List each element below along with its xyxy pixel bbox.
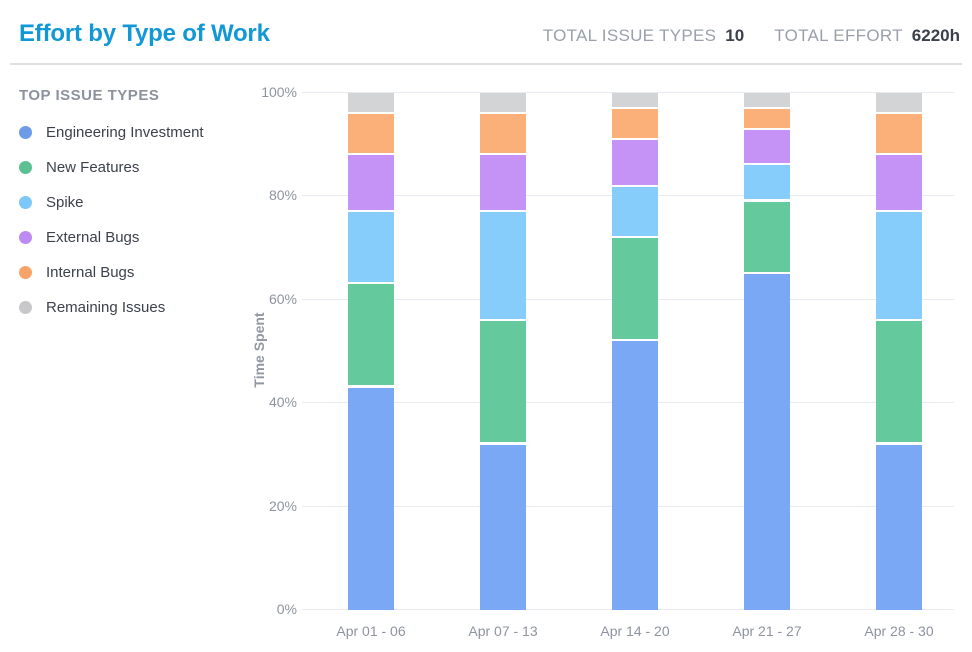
y-tick-label-0: 0% [276, 601, 297, 617]
total-effort: TOTAL EFFORT 6220h [774, 26, 960, 46]
total-issue-types-label: TOTAL ISSUE TYPES [542, 26, 717, 45]
legend-item-label: Spike [46, 193, 84, 211]
y-tick-label-20: 20% [268, 498, 297, 514]
chart-legend: TOP ISSUE TYPES Engineering Investment Ne… [19, 87, 249, 331]
totals-summary: TOTAL ISSUE TYPES 10 TOTAL EFFORT 6220h [543, 26, 960, 46]
bar-segment-new-features[interactable] [480, 320, 526, 444]
new-features-dot-icon [19, 160, 32, 174]
total-effort-value: 6220h [911, 26, 960, 45]
bar-segment-external-bugs[interactable] [744, 129, 790, 165]
total-issue-types-value: 10 [725, 26, 745, 45]
legend-item-label: Remaining Issues [46, 298, 166, 316]
bar-segment-remaining-issues[interactable] [612, 93, 658, 109]
y-tick-label-100: 100% [261, 84, 297, 100]
y-tick-label-60: 60% [268, 291, 297, 307]
x-tick-label: Apr 01 - 06 [336, 623, 406, 639]
legend-item-label: Internal Bugs [46, 263, 135, 281]
engineering-investment-dot-icon [19, 125, 32, 139]
legend-item-label: External Bugs [46, 228, 140, 246]
bar-segment-spike[interactable] [480, 212, 526, 321]
x-tick-label: Apr 14 - 20 [600, 623, 670, 639]
legend-item-external-bugs[interactable]: External Bugs [19, 226, 249, 248]
bar-segment-external-bugs[interactable] [480, 155, 526, 212]
bar-segment-spike[interactable] [348, 212, 394, 284]
bar-segment-new-features[interactable] [744, 202, 790, 274]
legend-item-new-features[interactable]: New Features [19, 156, 249, 178]
bar-segment-engineering-investment[interactable] [348, 388, 394, 610]
x-tick-label: Apr 21 - 27 [732, 623, 802, 639]
x-tick-label: Apr 28 - 30 [864, 623, 934, 639]
bar-segment-new-features[interactable] [348, 284, 394, 387]
bar-segment-internal-bugs[interactable] [612, 109, 658, 140]
bar-segment-remaining-issues[interactable] [480, 93, 526, 114]
gridline-100 [302, 92, 954, 93]
legend-item-remaining-issues[interactable]: Remaining Issues [19, 296, 249, 318]
bar-segment-remaining-issues[interactable] [876, 93, 922, 114]
total-issue-types: TOTAL ISSUE TYPES 10 [543, 26, 745, 46]
legend-item-spike[interactable]: Spike [19, 191, 249, 213]
legend-item-internal-bugs[interactable]: Internal Bugs [19, 261, 249, 283]
legend-items: Engineering Investment New Features Spike E… [19, 121, 249, 318]
bar-segment-remaining-issues[interactable] [348, 93, 394, 114]
bar-segment-remaining-issues[interactable] [744, 93, 790, 109]
bar-segment-engineering-investment[interactable] [612, 341, 658, 610]
bar-segment-external-bugs[interactable] [348, 155, 394, 212]
y-tick-label-40: 40% [268, 394, 297, 410]
header-divider [10, 63, 962, 65]
bar-segment-internal-bugs[interactable] [876, 114, 922, 155]
legend-item-engineering-investment[interactable]: Engineering Investment [19, 121, 249, 143]
bar-segment-internal-bugs[interactable] [348, 114, 394, 155]
legend-item-label: Engineering Investment [46, 123, 204, 141]
y-tick-label-80: 80% [268, 187, 297, 203]
bar-segment-new-features[interactable] [612, 238, 658, 341]
bar-segment-spike[interactable] [612, 186, 658, 238]
bar-segment-new-features[interactable] [876, 320, 922, 444]
legend-item-label: New Features [46, 158, 140, 176]
page-title: Effort by Type of Work [19, 20, 270, 47]
legend-title: TOP ISSUE TYPES [19, 87, 160, 104]
bar-segment-spike[interactable] [876, 212, 922, 321]
total-effort-label: TOTAL EFFORT [774, 26, 903, 45]
x-tick-label: Apr 07 - 13 [468, 623, 538, 639]
bar-segment-internal-bugs[interactable] [744, 109, 790, 130]
remaining-issues-dot-icon [19, 300, 32, 314]
bar-segment-external-bugs[interactable] [876, 155, 922, 212]
spike-dot-icon [19, 195, 32, 209]
internal-bugs-dot-icon [19, 265, 32, 279]
report-header: Effort by Type of Work TOTAL ISSUE TYPES… [19, 20, 960, 48]
bar-segment-internal-bugs[interactable] [480, 114, 526, 155]
bar-segment-external-bugs[interactable] [612, 140, 658, 187]
external-bugs-dot-icon [19, 230, 32, 244]
bar-segment-engineering-investment[interactable] [876, 445, 922, 610]
bar-segment-engineering-investment[interactable] [480, 445, 526, 610]
bar-segment-spike[interactable] [744, 165, 790, 201]
bar-segment-engineering-investment[interactable] [744, 274, 790, 610]
